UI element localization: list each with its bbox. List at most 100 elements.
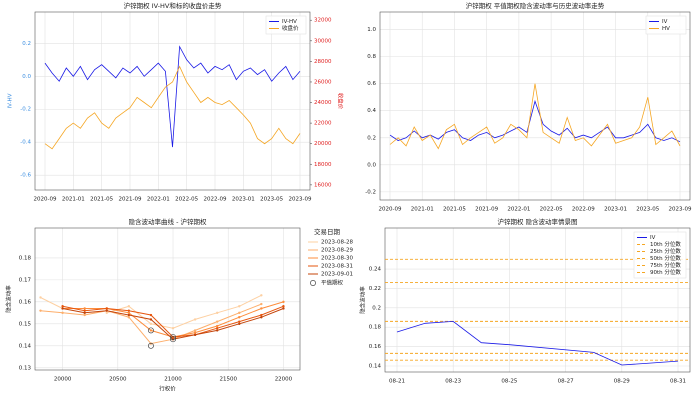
x-tick-label: 2020-09 — [34, 197, 57, 203]
legend-label: 90th 分位数 — [650, 268, 681, 276]
x-tick-label: 08-25 — [501, 379, 517, 385]
y-tick-label: 0.2 — [22, 41, 31, 47]
legend-label: 50th 分位数 — [650, 254, 681, 262]
x-tick-label: 08-31 — [670, 379, 686, 385]
point — [149, 329, 153, 332]
y-tick-label: 0.17 — [19, 277, 32, 283]
x-tick-label: 2023-05 — [260, 197, 283, 203]
point — [282, 307, 285, 310]
y-tick-label: 0.4 — [367, 108, 376, 114]
legend-label: IV — [650, 235, 656, 241]
legend-label: 25th 分位数 — [650, 247, 681, 255]
x-tick-label: 22000 — [275, 377, 293, 383]
y-tick-label: 0.8 — [367, 54, 376, 60]
point — [193, 318, 197, 321]
series-line — [44, 45, 301, 148]
x-tick-label: 08-21 — [389, 379, 405, 385]
legend-label: 10th 分位数 — [650, 240, 681, 248]
y-tick-label: -0.6 — [20, 173, 31, 179]
point — [193, 331, 197, 334]
atm-point — [147, 327, 154, 334]
y2-axis-label: 收盘价 — [337, 93, 345, 110]
point — [238, 316, 241, 319]
plot-frame — [379, 11, 691, 201]
point — [260, 316, 263, 319]
x-tick-label: 2023-09 — [669, 207, 692, 213]
point — [215, 324, 219, 328]
atm-point — [170, 336, 176, 343]
point — [105, 311, 108, 315]
point — [149, 313, 153, 317]
x-tick-label: 2021-05 — [90, 197, 113, 203]
point — [39, 296, 42, 299]
y-tick-label: 0.6 — [367, 81, 376, 87]
point — [149, 318, 153, 321]
x-tick-label: 20000 — [54, 377, 72, 383]
point — [171, 327, 175, 330]
point — [83, 311, 86, 315]
point — [238, 305, 241, 308]
atm-point — [170, 334, 176, 340]
x-axis-label: 行权价 — [159, 385, 176, 393]
chart-title: 沪锌期权 平值期权隐含波动率与历史波动率走势 — [466, 1, 605, 10]
point — [83, 313, 86, 317]
legend-label: IV — [662, 19, 668, 25]
chart-title: 隐含波动率曲线 - 沪锌期权 — [129, 217, 207, 226]
y2-tick-label: 24000 — [314, 100, 332, 106]
y-tick-label: 0.0 — [367, 162, 376, 168]
y-axis-label: 隐含波动率 — [359, 286, 367, 314]
series-line — [389, 99, 681, 143]
legend-box — [645, 15, 687, 35]
y-tick-label: 0.16 — [369, 344, 382, 350]
y-tick-label: 0.24 — [369, 267, 382, 273]
y-tick-label: 0.18 — [19, 255, 32, 261]
x-tick-label: 2022-01 — [507, 207, 530, 213]
point — [238, 320, 241, 323]
x-tick-label: 2020-09 — [379, 207, 402, 213]
y2-tick-label: 28000 — [314, 59, 332, 65]
chart-title: 沪锌期权 隐含波动率情景图 — [497, 217, 577, 226]
y2-tick-label: 22000 — [314, 121, 332, 127]
y2-tick-label: 30000 — [314, 38, 332, 44]
x-tick-label: 2023-01 — [604, 207, 627, 213]
y-axis-label: IV-HV — [8, 93, 14, 108]
series-line — [44, 65, 301, 150]
y-tick-label: 0.22 — [369, 286, 381, 292]
y-tick-label: 0.13 — [19, 365, 32, 371]
y-tick-label: -0.2 — [20, 107, 31, 113]
x-tick-label: 21000 — [164, 377, 182, 383]
y-tick-label: 0.14 — [369, 363, 382, 369]
point — [61, 311, 64, 315]
x-tick-label: 08-23 — [445, 379, 461, 385]
y-tick-label: 0.16 — [19, 299, 32, 305]
point — [127, 311, 131, 315]
y2-tick-label: 32000 — [314, 18, 332, 24]
x-tick-label: 2023-09 — [289, 197, 312, 203]
y-tick-label: 0.15 — [19, 321, 32, 327]
point — [238, 311, 241, 315]
point — [282, 300, 285, 304]
point — [39, 309, 42, 312]
legend-label: IV-HV — [282, 19, 297, 25]
y-tick-label: 1.0 — [367, 27, 376, 33]
legend-box — [265, 15, 307, 35]
point — [238, 322, 241, 326]
y-axis-label: 隐含波动率 — [5, 285, 13, 313]
point — [193, 333, 197, 337]
atm-point — [147, 342, 154, 349]
legend-label: 2023-09-01 — [321, 272, 353, 278]
legend-label: HV — [662, 26, 670, 32]
x-tick-label: 2021-09 — [475, 207, 498, 213]
point — [127, 313, 131, 317]
series-line — [396, 320, 679, 366]
point — [260, 294, 263, 297]
y2-tick-label: 26000 — [314, 79, 332, 85]
point — [127, 316, 131, 319]
y-tick-label: 0.2 — [367, 135, 376, 141]
point — [127, 309, 131, 312]
series-line — [40, 294, 262, 329]
point — [215, 327, 219, 330]
legend-label: 2023-08-30 — [321, 256, 353, 262]
legend-label: 2023-08-29 — [321, 248, 353, 254]
